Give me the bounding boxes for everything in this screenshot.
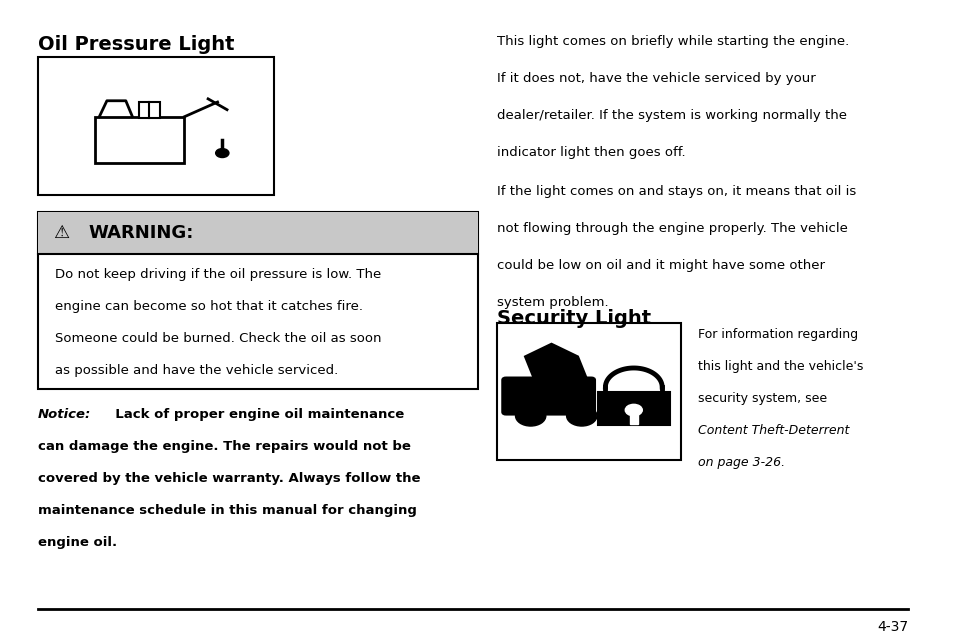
Text: could be low on oil and it might have some other: could be low on oil and it might have so… <box>497 259 823 272</box>
FancyBboxPatch shape <box>502 378 595 415</box>
Bar <box>598 392 669 426</box>
Text: Someone could be burned. Check the oil as soon: Someone could be burned. Check the oil a… <box>55 332 381 345</box>
Text: not flowing through the engine properly. The vehicle: not flowing through the engine properly.… <box>497 222 846 235</box>
Text: system problem.: system problem. <box>497 296 608 309</box>
Bar <box>497 323 680 461</box>
Text: Oil Pressure Light: Oil Pressure Light <box>38 35 234 54</box>
Text: this light and the vehicle's: this light and the vehicle's <box>698 360 862 373</box>
Text: Lack of proper engine oil maintenance: Lack of proper engine oil maintenance <box>106 408 404 421</box>
Text: This light comes on briefly while starting the engine.: This light comes on briefly while starti… <box>497 35 848 48</box>
Text: engine oil.: engine oil. <box>38 536 117 549</box>
Text: WARNING:: WARNING: <box>89 224 194 242</box>
Circle shape <box>566 406 597 426</box>
Text: 4-37: 4-37 <box>876 620 907 634</box>
Text: on page 3-26.: on page 3-26. <box>698 456 784 469</box>
Circle shape <box>215 149 229 158</box>
Text: Do not keep driving if the oil pressure is low. The: Do not keep driving if the oil pressure … <box>55 269 380 281</box>
Text: maintenance schedule in this manual for changing: maintenance schedule in this manual for … <box>38 504 416 517</box>
Text: security system, see: security system, see <box>698 392 826 405</box>
Text: can damage the engine. The repairs would not be: can damage the engine. The repairs would… <box>38 440 411 453</box>
Polygon shape <box>524 344 587 380</box>
Bar <box>139 102 160 118</box>
Text: If the light comes on and stays on, it means that oil is: If the light comes on and stays on, it m… <box>497 185 855 198</box>
Text: engine can become so hot that it catches fire.: engine can become so hot that it catches… <box>55 300 362 313</box>
Bar <box>38 212 477 389</box>
Text: If it does not, have the vehicle serviced by your: If it does not, have the vehicle service… <box>497 72 815 85</box>
Bar <box>38 57 274 195</box>
Text: indicator light then goes off.: indicator light then goes off. <box>497 146 684 159</box>
Text: dealer/retailer. If the system is working normally the: dealer/retailer. If the system is workin… <box>497 109 845 122</box>
Text: covered by the vehicle warranty. Always follow the: covered by the vehicle warranty. Always … <box>38 472 420 485</box>
Bar <box>629 410 637 424</box>
Text: Notice:: Notice: <box>38 408 91 421</box>
Bar <box>38 212 477 255</box>
Circle shape <box>624 404 641 416</box>
Circle shape <box>515 406 545 426</box>
Bar <box>94 117 184 163</box>
Text: For information regarding: For information regarding <box>698 329 858 341</box>
Text: as possible and have the vehicle serviced.: as possible and have the vehicle service… <box>55 364 337 377</box>
Text: ⚠: ⚠ <box>53 224 69 242</box>
Text: Content Theft-Deterrent: Content Theft-Deterrent <box>698 424 848 437</box>
Text: Security Light: Security Light <box>497 309 650 329</box>
